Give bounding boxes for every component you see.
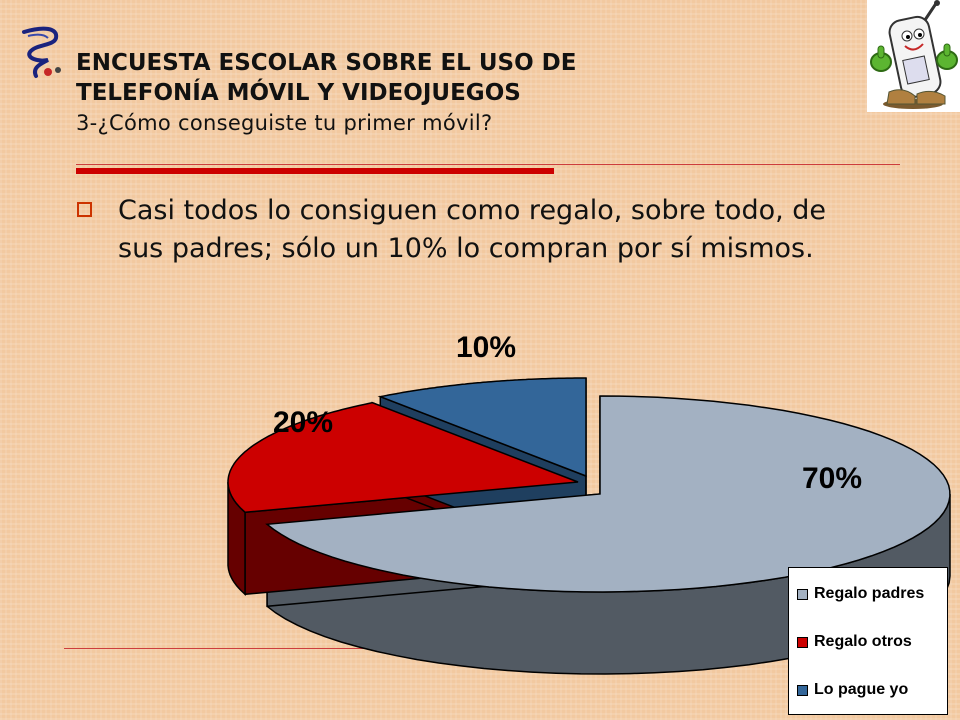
legend-swatch-1 — [797, 588, 808, 600]
pie-slice-lo-pague-yo — [377, 377, 587, 478]
page-title-line-2: TELEFONÍA MÓVIL Y VIDEOJUEGOS — [76, 80, 521, 106]
data-label-2: 20% — [273, 406, 333, 439]
title-divider-thick — [76, 168, 554, 174]
bullet-text: Casi todos lo consiguen como regalo, sob… — [118, 195, 827, 264]
pie-slice-regalo-otros — [227, 401, 579, 514]
data-label-3: 10% — [456, 331, 516, 364]
legend-swatch-2 — [797, 636, 808, 648]
title-divider-thin — [76, 164, 900, 165]
page-subtitle: 3-¿Cómo conseguiste tu primer móvil? — [76, 111, 493, 135]
legend-item-2: Regalo otros — [797, 630, 912, 654]
legend-swatch-3 — [797, 684, 808, 696]
chart-legend: Regalo padres Regalo otros Lo pague yo — [788, 567, 948, 715]
data-label-1: 70% — [802, 462, 862, 495]
title-block: ENCUESTA ESCOLAR SOBRE EL USO DE TELEFON… — [76, 48, 866, 138]
legend-label-3: Lo pague yo — [814, 681, 909, 698]
legend-item-3: Lo pague yo — [797, 678, 908, 702]
bullet-marker — [77, 202, 92, 217]
page-title-line-1: ENCUESTA ESCOLAR SOBRE EL USO DE — [76, 50, 577, 76]
legend-item-1: Regalo padres — [797, 582, 924, 606]
swirl-logo-icon — [22, 26, 61, 78]
cellphone-mascot-thumbs-up-icon — [867, 0, 960, 112]
pie-slice-regalo-padres — [265, 395, 951, 593]
legend-label-2: Regalo otros — [814, 633, 912, 650]
legend-label-1: Regalo padres — [814, 585, 925, 602]
